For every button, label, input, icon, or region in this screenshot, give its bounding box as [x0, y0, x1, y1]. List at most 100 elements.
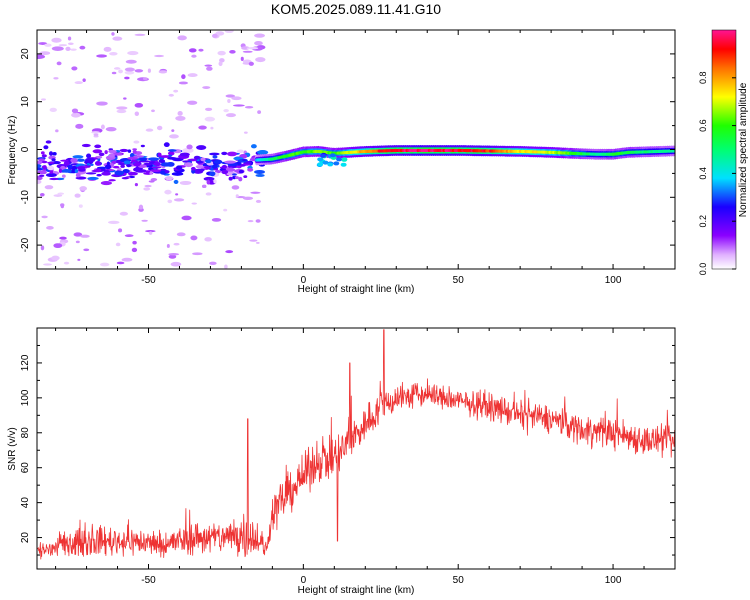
- x-tick-label: 50: [453, 275, 465, 286]
- heatmap-blob: [242, 196, 254, 201]
- heatmap-blob: [91, 131, 100, 134]
- heatmap-blob: [39, 174, 45, 177]
- heatmap-blob: [100, 181, 112, 186]
- y-tick-label: 40: [20, 497, 31, 509]
- heatmap-blob: [247, 167, 254, 172]
- colorbar-tick-label: 0.6: [698, 119, 708, 132]
- heatmap-blob: [74, 169, 79, 174]
- heatmap-blob: [163, 142, 170, 148]
- heatmap-blob: [101, 171, 111, 176]
- heatmap-blob: [231, 185, 240, 190]
- heatmap-blob: [213, 179, 217, 184]
- snr-xlabel: Height of straight line (km): [298, 585, 415, 596]
- heatmap-blob: [209, 261, 217, 265]
- heatmap-blob: [189, 158, 198, 162]
- y-tick-label: 20: [20, 48, 31, 60]
- heatmap-blob: [191, 54, 197, 58]
- x-tick-label: 50: [453, 575, 465, 586]
- heatmap-blob: [139, 157, 148, 161]
- y-tick-label: 0: [20, 146, 31, 152]
- heatmap-blob: [51, 255, 60, 261]
- heatmap-blob: [98, 152, 105, 157]
- heatmap-blob: [215, 31, 225, 36]
- heatmap-blob: [204, 237, 212, 242]
- heatmap-blob: [329, 153, 336, 158]
- heatmap-blob: [193, 155, 201, 160]
- heatmap-blob: [182, 148, 194, 154]
- heatmap-blob: [53, 194, 63, 197]
- heatmap-blob: [58, 44, 68, 47]
- heatmap-blob: [255, 57, 266, 63]
- heatmap-blob: [190, 235, 198, 241]
- heatmap-blob: [95, 168, 102, 173]
- heatmap-blob: [167, 156, 177, 160]
- heatmap-blob: [125, 59, 137, 64]
- heatmap-blob: [181, 74, 186, 80]
- heatmap-blob: [140, 144, 145, 148]
- heatmap-blob: [221, 169, 229, 175]
- heatmap-blob: [99, 262, 110, 267]
- heatmap-blob: [181, 215, 192, 221]
- heatmap-blob: [71, 112, 81, 118]
- heatmap-blob: [327, 162, 334, 167]
- heatmap-blob: [221, 151, 228, 156]
- heatmap-blob: [39, 51, 51, 56]
- heatmap-blob: [225, 250, 234, 254]
- heatmap-blob: [198, 169, 203, 172]
- heatmap-blob: [187, 73, 198, 78]
- heatmap-blob: [108, 179, 116, 182]
- colorbar-tick-label: 0.2: [698, 215, 708, 228]
- heatmap-blob: [133, 167, 142, 172]
- heatmap-blob: [76, 158, 85, 162]
- heatmap-blob: [234, 176, 239, 180]
- heatmap-blob: [41, 215, 48, 219]
- heatmap-blob: [96, 54, 108, 58]
- heatmap-blob: [96, 166, 108, 170]
- snr-ticks: -50 0 50 100 20 40 60 80 100 120: [20, 328, 676, 586]
- heatmap-blob: [93, 133, 99, 136]
- heatmap-blob: [124, 70, 135, 75]
- heatmap-blob: [178, 81, 188, 85]
- heatmap-blob: [170, 261, 182, 267]
- heatmap-blob: [77, 258, 81, 261]
- heatmap-blob: [202, 86, 211, 89]
- heatmap-blob: [117, 162, 127, 166]
- heatmap-blob: [241, 46, 250, 50]
- heatmap-blob: [131, 247, 138, 253]
- heatmap-blob: [133, 155, 144, 158]
- heatmap-blob: [333, 161, 340, 166]
- heatmap-blob: [137, 164, 147, 169]
- heatmap-blob: [244, 105, 254, 109]
- heatmap-blob: [254, 33, 265, 38]
- heatmap-blob: [256, 150, 269, 155]
- heatmap-blob: [37, 179, 42, 185]
- heatmap-blob: [85, 172, 97, 175]
- colorbar-ticks: 0.0 0.2 0.4 0.6 0.8: [698, 72, 736, 275]
- heatmap-blob: [55, 129, 59, 133]
- heatmap-blob: [75, 173, 81, 178]
- heatmap-blob: [41, 160, 48, 164]
- heatmap-blob: [58, 168, 62, 173]
- heatmap-blob: [121, 257, 133, 262]
- heatmap-blob: [164, 189, 172, 195]
- heatmap-blob: [60, 204, 65, 209]
- heatmap-blob: [90, 163, 94, 167]
- heatmap-blob: [123, 97, 127, 100]
- heatmap-blob: [179, 152, 190, 157]
- heatmap-blob: [168, 154, 173, 157]
- heatmap-blob: [168, 253, 180, 256]
- heatmap-blob: [67, 36, 72, 41]
- snr-frame: [36, 327, 676, 570]
- heatmap-blob: [206, 179, 211, 185]
- heatmap-blob: [173, 179, 179, 185]
- heatmap-blob: [242, 158, 248, 162]
- heatmap-blob: [317, 157, 324, 162]
- heatmap-blob: [173, 89, 179, 93]
- heatmap-blob: [92, 149, 103, 154]
- heatmap-blob: [171, 172, 184, 176]
- spectrogram-ticks: -50 0 50 100 -20 -10 0 10 20: [20, 29, 676, 286]
- heatmap-blob: [86, 162, 90, 166]
- heatmap-blob: [255, 241, 260, 244]
- figure-title: KOM5.2025.089.11.41.G10: [271, 1, 441, 17]
- heatmap-blob: [151, 109, 155, 113]
